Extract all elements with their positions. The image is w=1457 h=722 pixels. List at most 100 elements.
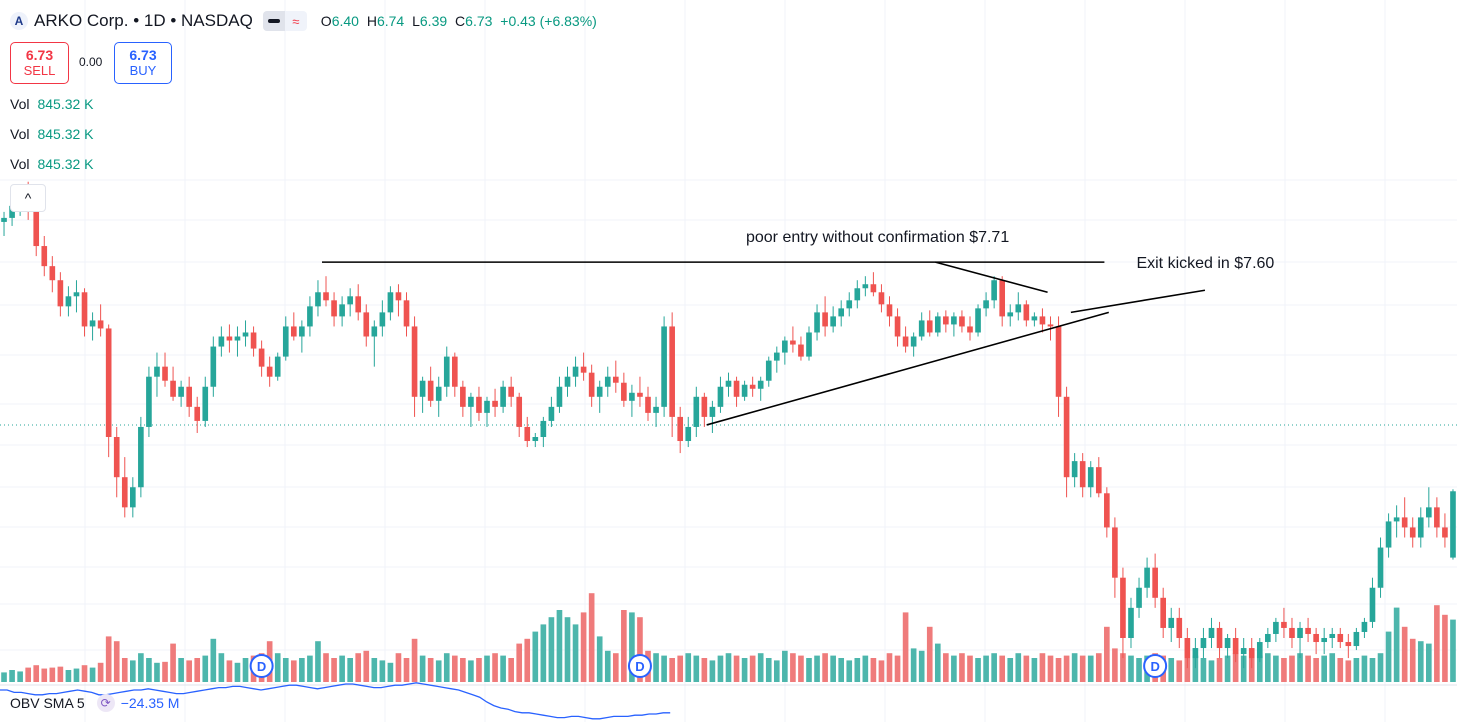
volume-bar [701,658,708,682]
volume-bar [1168,658,1175,682]
volume-label: Vol [10,126,30,142]
ohlc-change-value: +0.43 (+6.83%) [500,13,597,29]
exit-pointer-line [1070,289,1206,314]
minus-icon[interactable] [262,11,285,31]
volume-bar [806,658,812,682]
volume-bar [1248,658,1255,682]
candle-body [516,396,523,427]
volume-legend-row[interactable]: Vol 845.32 K [10,156,94,172]
candle-body [621,382,627,401]
candle-body [138,426,144,488]
volume-bar [363,650,370,682]
candle-body [290,326,297,337]
volume-bar [234,662,241,682]
volume-legend-row[interactable]: Vol 845.32 K [10,96,94,112]
wedge-upper-line [935,261,1048,294]
candle-body [604,376,611,387]
volume-bar [870,658,877,682]
volume-bar [596,636,603,682]
wave-icon[interactable]: ≈ [284,11,307,31]
candle-body [902,336,909,347]
candle-body [1023,304,1030,321]
candle-body [1329,633,1336,638]
candle-body [1120,577,1126,638]
volume-bar [1063,655,1070,682]
volume-bar [725,653,732,682]
volume-bar [999,655,1006,682]
volume-bar [508,658,514,682]
volume-bar [1055,658,1062,682]
volume-bar [822,653,828,682]
volume-legend-row[interactable]: Vol 845.32 K [10,126,94,142]
volume-bar [1305,655,1311,682]
candle-body [1409,527,1416,538]
chart-type-pill[interactable]: ≈ [262,11,307,31]
volume-bar [854,658,861,682]
candle-body [411,326,418,397]
volume-bar [460,658,466,682]
candle-body [790,340,796,345]
volume-bar [677,655,684,682]
candle-body [234,336,241,341]
volume-bar [154,662,160,682]
volume-value: 845.32 K [37,126,94,142]
candle-body [1353,631,1360,647]
volume-bar [121,658,128,682]
volume-bar [1079,655,1086,682]
candle-body [653,406,659,413]
candle-body [741,384,748,397]
candle-body [878,292,885,305]
obv-legend[interactable]: OBV SMA 5 ⟳ −24.35 M [10,694,179,712]
volume-bar [1047,655,1054,682]
candle-body [999,280,1006,317]
chevron-up-icon: ^ [24,190,32,206]
volume-bar [1256,655,1263,682]
candle-body [524,426,531,442]
volume-bar [162,661,168,682]
candle-body [419,380,426,397]
ohlc-high-value: 6.74 [376,13,405,29]
candle-body [1232,638,1239,655]
candle-body [967,326,973,333]
volume-bar [1128,655,1134,682]
dividend-marker-circle [627,654,652,678]
volume-bar [492,653,498,682]
buy-price: 6.73 [129,47,157,63]
candle-body [435,386,442,401]
volume-value: 845.32 K [37,96,94,112]
candle-body [1128,607,1134,638]
candle-body [918,320,925,337]
candle-body [886,304,893,317]
candle-body [451,356,458,387]
cycle-icon[interactable]: ⟳ [96,694,115,712]
candle-body [250,332,257,349]
volume-bar [564,617,571,682]
volume-bar [81,665,88,682]
volume-bar [1015,653,1022,682]
candle-body [943,316,949,325]
annotations: poor entry without confirmation $7.71 Exi… [746,229,1274,272]
candle-body [1450,491,1456,558]
company-logo: A [10,12,28,30]
candle-body [1345,642,1352,647]
candle-body [677,416,684,442]
symbol-title[interactable]: ARKO Corp. • 1D • NASDAQ [34,11,253,30]
dividend-marker-label: D [257,659,266,674]
candle-body [73,292,80,297]
sell-button[interactable]: 6.73 SELL [10,42,69,84]
candle-body [910,336,917,347]
volume-bar [814,655,820,682]
candle-body [1369,587,1376,622]
volume-bar [629,612,635,682]
buy-button[interactable]: 6.73 BUY [114,42,172,84]
volume-bar [17,671,23,682]
volume-bar [1297,653,1303,682]
volume-bar [202,655,209,682]
collapse-legend-button[interactable]: ^ [10,184,46,212]
candle-body [371,326,378,337]
volume-bar [1313,658,1319,682]
volume-bar [604,650,611,682]
volume-bar [838,658,845,682]
candle-body [765,360,772,381]
